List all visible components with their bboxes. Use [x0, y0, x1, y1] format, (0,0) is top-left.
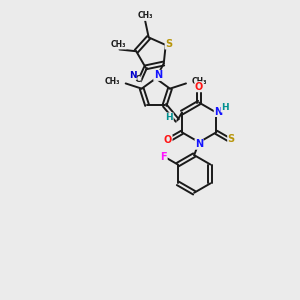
- Text: CH₃: CH₃: [192, 77, 207, 86]
- Text: O: O: [195, 82, 203, 92]
- Text: CH₃: CH₃: [104, 77, 120, 86]
- Text: N: N: [129, 70, 136, 80]
- Text: N: N: [154, 70, 162, 80]
- Text: S: S: [228, 134, 235, 144]
- Text: O: O: [164, 135, 172, 145]
- Text: S: S: [165, 39, 172, 49]
- Text: C: C: [134, 76, 141, 85]
- Text: CH₃: CH₃: [111, 40, 126, 49]
- Text: H: H: [166, 113, 173, 122]
- Text: CH₃: CH₃: [137, 11, 153, 20]
- Text: F: F: [160, 152, 167, 162]
- Text: H: H: [221, 103, 229, 112]
- Text: N: N: [214, 106, 222, 116]
- Text: N: N: [195, 139, 203, 149]
